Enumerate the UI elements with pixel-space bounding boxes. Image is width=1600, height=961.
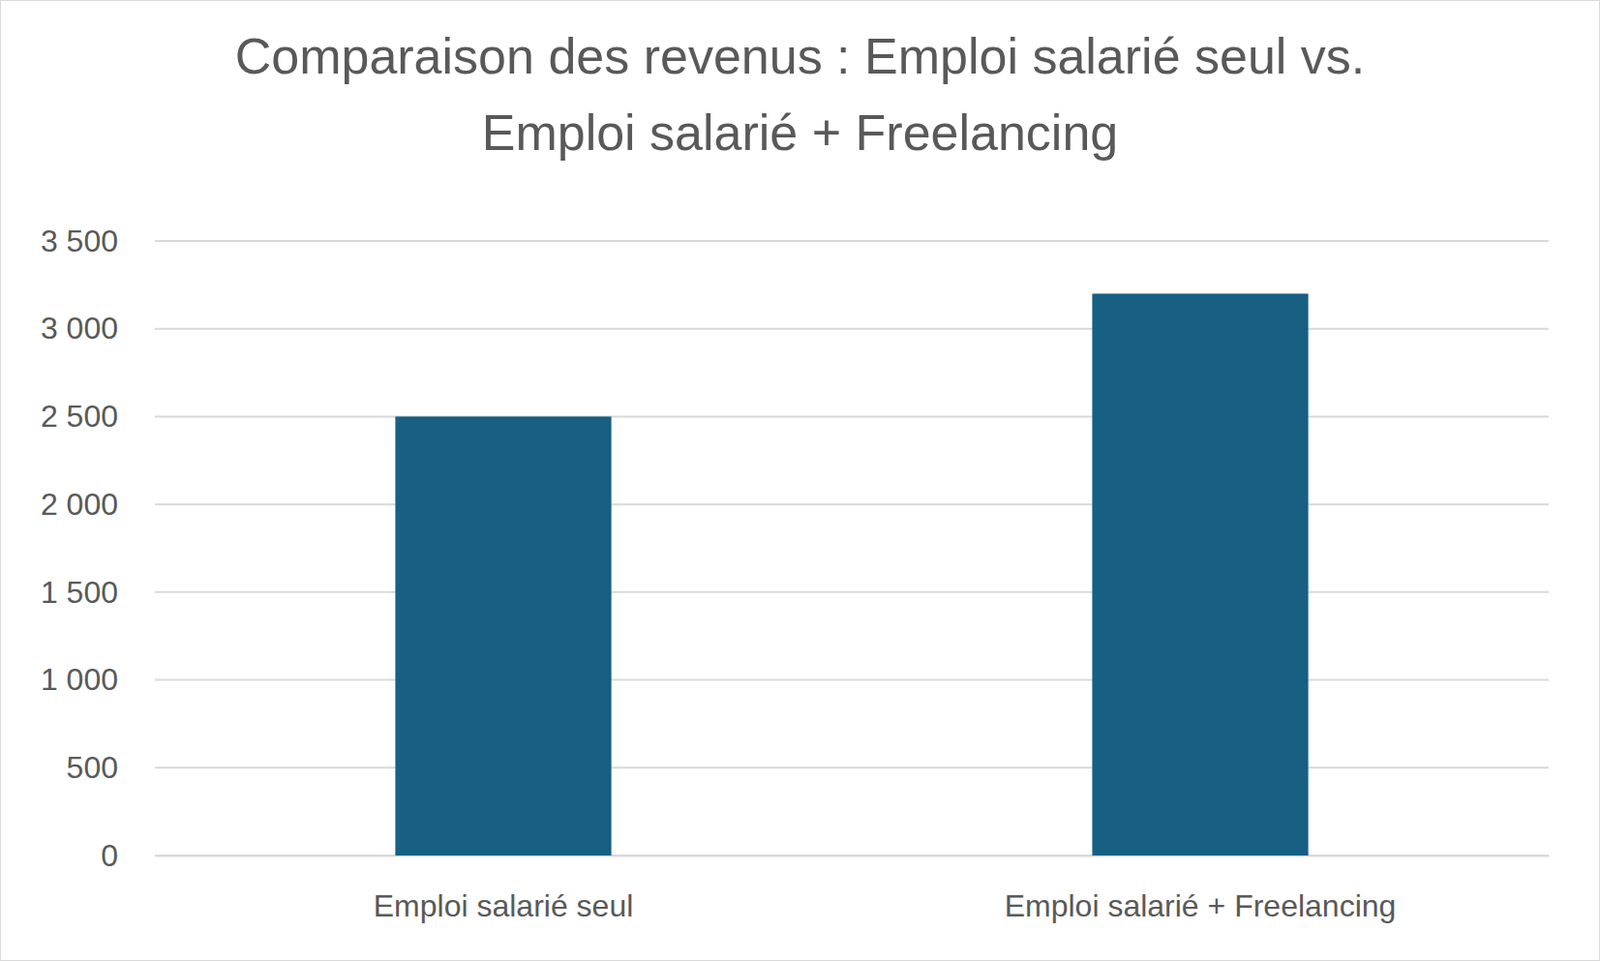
plot-area: 0 500 1 000 1 500 2 000 2 500 3 000 3 500 Emploi… [40,223,1550,924]
y-tick-label: 0 [100,838,119,874]
y-tick: 2 500 [40,398,155,434]
x-tick: Emploi salarié + Freelancing [1004,855,1397,924]
grid-line [154,854,1549,857]
chart: Comparaison des revenus : Emploi salarié… [0,0,1600,961]
grid-line [154,240,1549,242]
x-axis: Emploi salarié seul Emploi salarié + Free… [155,855,1550,924]
y-tick: 500 [66,750,155,785]
y-tick: 0 [100,838,155,874]
y-tick: 3 000 [40,310,155,346]
grid-line [154,679,1549,682]
y-tick-label: 500 [66,750,119,785]
y-tick-label: 3 000 [40,310,119,346]
grid [154,241,1549,856]
y-axis: 0 500 1 000 1 500 2 000 2 500 3 000 3 500 [40,223,156,874]
chart-title-line: Emploi salarié + Freelancing [482,104,1119,161]
x-tick-label: Emploi salarié seul [373,888,634,924]
y-tick-label: 2 000 [40,486,119,522]
chart-frame [0,0,1600,961]
x-tick-label: Emploi salarié + Freelancing [1004,888,1397,924]
grid-line [154,591,1549,594]
chart-title-line: Comparaison des revenus : Emploi salarié… [235,28,1366,85]
y-tick: 1 000 [40,662,155,697]
y-tick-label: 1 000 [40,662,119,697]
y-tick-label: 3 500 [40,223,119,259]
bar [1091,293,1308,856]
x-axis-line [155,855,1550,858]
y-tick: 1 500 [40,574,155,610]
grid-line [154,503,1549,506]
y-tick: 2 000 [40,486,155,522]
grid-line [154,766,1549,769]
bars [394,293,1308,856]
y-tick-label: 2 500 [40,398,119,434]
x-tick: Emploi salarié seul [373,855,634,924]
y-axis-line [154,241,156,857]
grid-line [154,328,1549,331]
y-tick: 3 500 [40,223,155,259]
y-tick-label: 1 500 [40,574,119,610]
bar [394,416,611,856]
grid-line [154,415,1549,418]
chart-title: Comparaison des revenus : Emploi salarié… [235,28,1366,161]
